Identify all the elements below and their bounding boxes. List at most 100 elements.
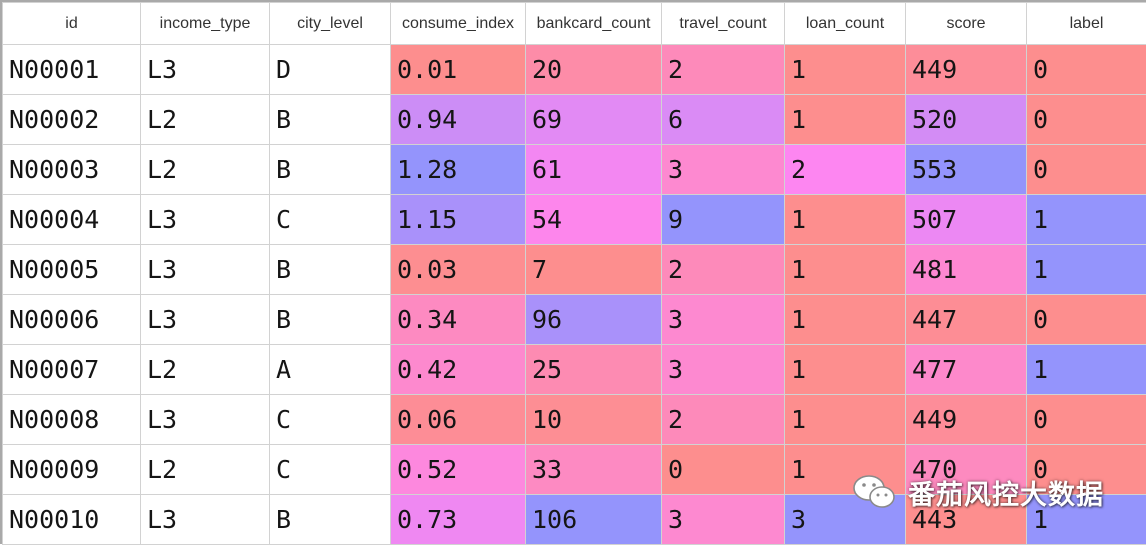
table-row: N00001 L3 D 0.01 20 2 1 449 0 — [3, 45, 1146, 95]
cell-income-type: L3 — [141, 395, 270, 445]
table-row: N00007 L2 A 0.42 25 3 1 477 1 — [3, 345, 1146, 395]
column-header-label[interactable]: label — [1027, 3, 1146, 45]
cell-income-type: L2 — [141, 445, 270, 495]
cell-travel-count: 6 — [662, 95, 785, 145]
table-row: N00009 L2 C 0.52 33 0 1 470 0 — [3, 445, 1146, 495]
cell-id: N00002 — [3, 95, 141, 145]
cell-bankcard-count: 69 — [526, 95, 662, 145]
column-header-income-type[interactable]: income_type — [141, 3, 270, 45]
cell-score: 447 — [906, 295, 1027, 345]
cell-city-level: C — [270, 195, 391, 245]
cell-label: 1 — [1027, 195, 1146, 245]
column-header-consume-index[interactable]: consume_index — [391, 3, 526, 45]
column-header-loan-count[interactable]: loan_count — [785, 3, 906, 45]
cell-id: N00004 — [3, 195, 141, 245]
cell-loan-count: 1 — [785, 295, 906, 345]
cell-score: 520 — [906, 95, 1027, 145]
header-row: id income_type city_level consume_index … — [3, 3, 1146, 45]
table-row: N00006 L3 B 0.34 96 3 1 447 0 — [3, 295, 1146, 345]
cell-consume-index: 1.15 — [391, 195, 526, 245]
cell-city-level: B — [270, 95, 391, 145]
cell-travel-count: 3 — [662, 295, 785, 345]
cell-bankcard-count: 61 — [526, 145, 662, 195]
cell-city-level: C — [270, 445, 391, 495]
cell-loan-count: 1 — [785, 195, 906, 245]
cell-city-level: B — [270, 245, 391, 295]
cell-label: 0 — [1027, 145, 1146, 195]
table-row: N00003 L2 B 1.28 61 3 2 553 0 — [3, 145, 1146, 195]
cell-income-type: L3 — [141, 45, 270, 95]
cell-consume-index: 0.06 — [391, 395, 526, 445]
cell-label: 1 — [1027, 245, 1146, 295]
cell-bankcard-count: 33 — [526, 445, 662, 495]
column-header-bankcard-count[interactable]: bankcard_count — [526, 3, 662, 45]
cell-city-level: B — [270, 145, 391, 195]
cell-income-type: L3 — [141, 245, 270, 295]
cell-city-level: A — [270, 345, 391, 395]
cell-income-type: L3 — [141, 495, 270, 545]
cell-income-type: L2 — [141, 95, 270, 145]
column-header-city-level[interactable]: city_level — [270, 3, 391, 45]
cell-id: N00008 — [3, 395, 141, 445]
cell-bankcard-count: 20 — [526, 45, 662, 95]
column-header-travel-count[interactable]: travel_count — [662, 3, 785, 45]
table-row: N00008 L3 C 0.06 10 2 1 449 0 — [3, 395, 1146, 445]
cell-travel-count: 2 — [662, 395, 785, 445]
cell-id: N00001 — [3, 45, 141, 95]
cell-travel-count: 2 — [662, 245, 785, 295]
cell-loan-count: 1 — [785, 95, 906, 145]
table-row: N00002 L2 B 0.94 69 6 1 520 0 — [3, 95, 1146, 145]
cell-id: N00007 — [3, 345, 141, 395]
cell-consume-index: 0.03 — [391, 245, 526, 295]
cell-bankcard-count: 25 — [526, 345, 662, 395]
cell-score: 507 — [906, 195, 1027, 245]
column-header-score[interactable]: score — [906, 3, 1027, 45]
cell-income-type: L2 — [141, 145, 270, 195]
cell-travel-count: 2 — [662, 45, 785, 95]
cell-travel-count: 3 — [662, 345, 785, 395]
cell-bankcard-count: 106 — [526, 495, 662, 545]
cell-travel-count: 0 — [662, 445, 785, 495]
cell-loan-count: 1 — [785, 45, 906, 95]
cell-score: 449 — [906, 395, 1027, 445]
cell-label: 0 — [1027, 445, 1146, 495]
cell-score: 443 — [906, 495, 1027, 545]
table-row: N00005 L3 B 0.03 7 2 1 481 1 — [3, 245, 1146, 295]
cell-loan-count: 2 — [785, 145, 906, 195]
cell-loan-count: 1 — [785, 395, 906, 445]
cell-income-type: L3 — [141, 295, 270, 345]
cell-income-type: L2 — [141, 345, 270, 395]
cell-id: N00005 — [3, 245, 141, 295]
cell-travel-count: 9 — [662, 195, 785, 245]
cell-city-level: C — [270, 395, 391, 445]
cell-score: 553 — [906, 145, 1027, 195]
cell-label: 0 — [1027, 295, 1146, 345]
table-row: N00010 L3 B 0.73 106 3 3 443 1 — [3, 495, 1146, 545]
cell-score: 481 — [906, 245, 1027, 295]
cell-bankcard-count: 7 — [526, 245, 662, 295]
column-header-id[interactable]: id — [3, 3, 141, 45]
cell-consume-index: 0.73 — [391, 495, 526, 545]
cell-travel-count: 3 — [662, 145, 785, 195]
cell-city-level: D — [270, 45, 391, 95]
cell-bankcard-count: 10 — [526, 395, 662, 445]
cell-label: 0 — [1027, 45, 1146, 95]
cell-label: 1 — [1027, 495, 1146, 545]
cell-consume-index: 0.52 — [391, 445, 526, 495]
cell-id: N00003 — [3, 145, 141, 195]
cell-loan-count: 3 — [785, 495, 906, 545]
cell-loan-count: 1 — [785, 345, 906, 395]
cell-consume-index: 0.94 — [391, 95, 526, 145]
cell-consume-index: 0.42 — [391, 345, 526, 395]
cell-label: 1 — [1027, 345, 1146, 395]
cell-bankcard-count: 96 — [526, 295, 662, 345]
cell-loan-count: 1 — [785, 245, 906, 295]
cell-id: N00009 — [3, 445, 141, 495]
cell-score: 477 — [906, 345, 1027, 395]
table-row: N00004 L3 C 1.15 54 9 1 507 1 — [3, 195, 1146, 245]
cell-id: N00010 — [3, 495, 141, 545]
cell-consume-index: 1.28 — [391, 145, 526, 195]
cell-score: 449 — [906, 45, 1027, 95]
